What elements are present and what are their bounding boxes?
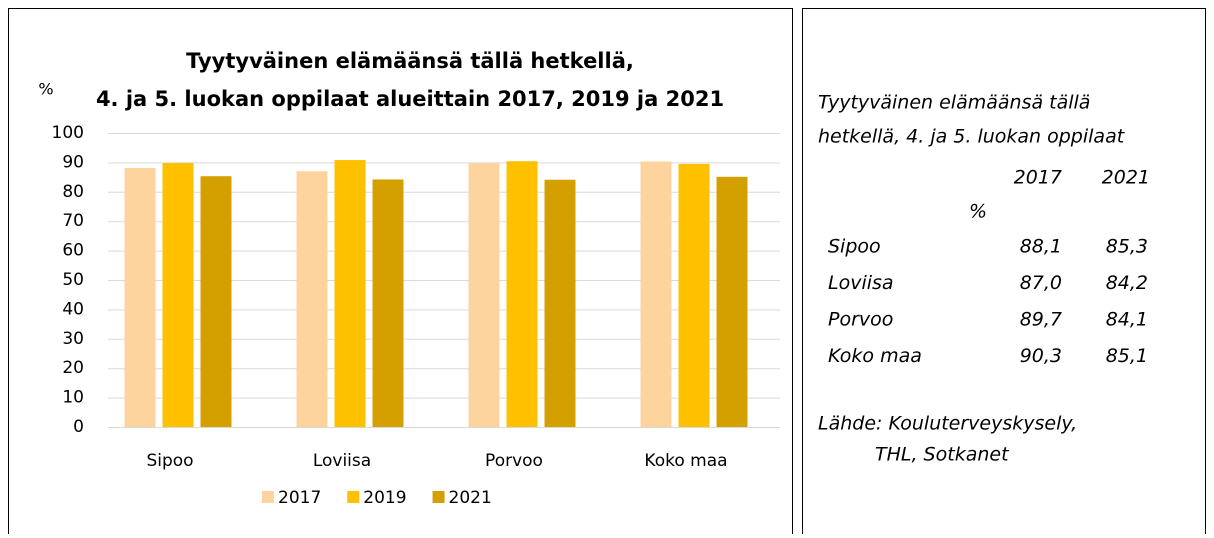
legend-swatch xyxy=(262,491,274,503)
y-tick-label: 10 xyxy=(62,388,84,408)
x-tick-label: Koko maa xyxy=(644,451,727,471)
table-value: 84,1 xyxy=(1106,309,1148,331)
table-value: 88,1 xyxy=(1020,236,1062,258)
table-unit: % xyxy=(969,201,987,223)
bar xyxy=(162,162,194,427)
table-value: 85,3 xyxy=(1106,236,1148,258)
legend-label: 2021 xyxy=(449,488,492,508)
table-header: 2017 xyxy=(1014,167,1062,189)
chart-frame xyxy=(8,8,793,538)
y-tick-label: 40 xyxy=(62,299,84,319)
bar xyxy=(640,161,672,427)
x-tick-label: Sipoo xyxy=(146,451,193,471)
y-tick-label: 60 xyxy=(62,241,84,261)
legend-label: 2017 xyxy=(278,488,321,508)
chart-title: Tyytyväinen elämäänsä tällä hetkellä, xyxy=(186,49,634,73)
bar xyxy=(716,176,748,427)
bar xyxy=(544,179,576,427)
bar xyxy=(678,163,710,427)
legend-label: 2019 xyxy=(363,488,406,508)
y-tick-label: 20 xyxy=(62,358,84,378)
table-row-label: Koko maa xyxy=(828,345,922,367)
y-tick-label: 90 xyxy=(62,152,84,172)
table-value: 87,0 xyxy=(1020,272,1062,294)
table-value: 90,3 xyxy=(1020,345,1062,367)
source: THL, Sotkanet xyxy=(875,444,1010,466)
x-tick-label: Porvoo xyxy=(485,451,543,471)
table-value: 84,2 xyxy=(1106,272,1148,294)
side-title: Tyytyväinen elämäänsä tällä xyxy=(818,92,1090,114)
bar xyxy=(372,179,404,427)
y-tick-label: 0 xyxy=(73,417,84,437)
bar xyxy=(296,171,328,427)
bar xyxy=(506,161,538,427)
bar xyxy=(124,167,156,427)
table-row-label: Sipoo xyxy=(828,236,881,258)
table-row-label: Loviisa xyxy=(828,272,894,294)
y-tick-label: 30 xyxy=(62,329,84,349)
y-tick-label: 50 xyxy=(62,270,84,290)
side-frame xyxy=(802,8,1206,538)
table-row-label: Porvoo xyxy=(828,309,893,331)
y-tick-label: 70 xyxy=(62,211,84,231)
legend-swatch xyxy=(432,491,445,503)
legend-swatch xyxy=(347,491,360,503)
x-tick-label: Loviisa xyxy=(313,451,371,471)
y-axis-label: % xyxy=(38,80,53,99)
table-value: 85,1 xyxy=(1106,345,1148,367)
y-tick-label: 100 xyxy=(52,123,84,143)
bar xyxy=(200,176,232,427)
source: Lähde: Kouluterveyskysely, xyxy=(818,413,1077,435)
chart-title: 4. ja 5. luokan oppilaat alueittain 2017… xyxy=(96,87,724,111)
side-title: hetkellä, 4. ja 5. luokan oppilaat xyxy=(818,126,1126,148)
table-value: 89,7 xyxy=(1020,309,1062,331)
table-header: 2021 xyxy=(1102,167,1150,189)
bar xyxy=(468,163,500,428)
bar xyxy=(334,160,366,427)
y-tick-label: 80 xyxy=(62,182,84,202)
